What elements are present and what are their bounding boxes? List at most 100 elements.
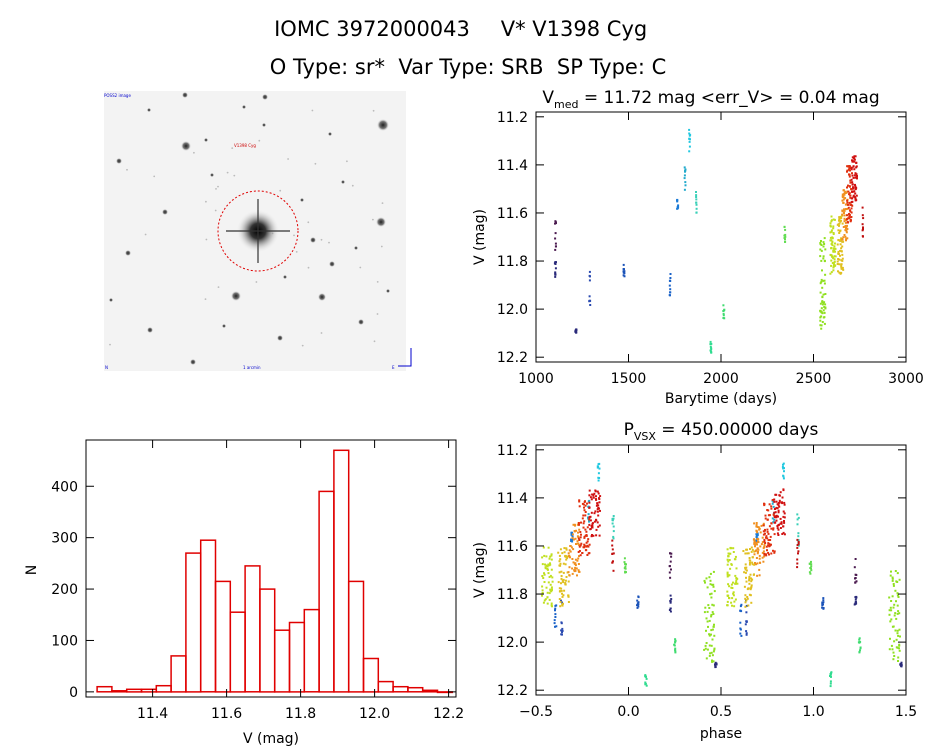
phased-point: [591, 493, 594, 496]
phased-point: [796, 538, 799, 541]
lightcurve-point: [823, 282, 826, 285]
histogram-bar: [111, 690, 128, 693]
y-tick-label: 11.6: [497, 539, 528, 555]
phased-point: [708, 634, 711, 637]
lightcurve-point: [821, 303, 824, 306]
lightcurve-point: [845, 227, 847, 230]
lightcurve-point: [589, 304, 592, 306]
field-star: [222, 324, 226, 328]
phased-point: [564, 555, 567, 558]
phased-point: [580, 542, 583, 545]
lightcurve-point: [829, 253, 832, 256]
phased-point: [895, 617, 898, 620]
phased-point: [896, 572, 899, 575]
phased-point: [577, 537, 580, 540]
phased-point: [755, 524, 758, 526]
phased-point: [584, 528, 587, 531]
phased-point: [783, 501, 786, 504]
lightcurve-point: [842, 236, 845, 239]
phased-point: [587, 538, 590, 541]
phased-point: [541, 556, 544, 559]
phased-point: [858, 638, 861, 641]
phased-point: [763, 544, 766, 546]
lightcurve-point: [853, 190, 856, 193]
phased-point: [773, 516, 776, 519]
lightcurve-point: [783, 237, 786, 239]
faint-star: [214, 209, 217, 212]
phased-point: [707, 604, 710, 607]
lightcurve-point: [850, 211, 853, 214]
lightcurve-point: [844, 197, 847, 200]
lightcurve-point: [841, 196, 844, 199]
phased-point: [773, 551, 776, 554]
phased-point: [611, 522, 614, 525]
lightcurve-point: [838, 263, 841, 266]
field-star: [328, 132, 332, 136]
phased-point: [753, 541, 756, 544]
phased-point: [750, 550, 753, 553]
lightcurve-point: [844, 221, 847, 224]
phased-point: [730, 547, 733, 550]
lightcurve-point: [819, 316, 822, 319]
phased-point: [755, 522, 758, 524]
phased-point: [796, 518, 799, 521]
lightcurve-point: [846, 237, 849, 240]
phased-point: [578, 550, 581, 552]
phased-point: [567, 571, 570, 574]
phased-point: [709, 572, 712, 575]
phased-point: [551, 576, 554, 579]
phased-point: [541, 575, 544, 577]
lightcurve-point: [842, 198, 845, 201]
lightcurve-point: [851, 200, 854, 203]
lightcurve-point: [823, 279, 826, 282]
x-tick-label: 3000: [888, 371, 924, 387]
field-star: [125, 250, 131, 256]
phased-point: [706, 648, 709, 651]
lightcurve-point: [822, 309, 825, 312]
phased-point: [757, 548, 760, 551]
phased-point: [703, 579, 706, 582]
phased-point: [708, 654, 711, 657]
lightcurve-point: [822, 255, 825, 258]
phased-point: [756, 547, 759, 550]
phased-point: [750, 601, 753, 604]
phased-point: [561, 631, 563, 634]
x-tick-label: 11.6: [211, 706, 242, 722]
lightcurve-point: [821, 295, 824, 298]
phased-point: [762, 522, 765, 525]
phased-point: [567, 580, 570, 583]
phased-point: [588, 506, 591, 509]
field-star: [318, 293, 326, 301]
phased-point: [553, 619, 556, 622]
lightcurve-point: [683, 177, 686, 180]
phased-point: [770, 507, 773, 510]
phased-point: [893, 655, 896, 657]
phased-point: [890, 644, 893, 647]
phased-point: [579, 554, 582, 557]
phased-point: [590, 524, 593, 527]
phased-point: [572, 538, 575, 541]
phased-point: [714, 666, 717, 669]
phased-point: [753, 522, 756, 525]
lightcurve-point: [823, 260, 826, 263]
phased-point: [561, 592, 563, 595]
lightcurve-point: [850, 219, 852, 222]
phased-point: [669, 594, 672, 597]
phased-point: [584, 514, 587, 517]
lightcurve-point: [823, 243, 826, 245]
lightcurve-point: [821, 301, 824, 303]
lightcurve-point: [852, 187, 855, 190]
phased-point: [726, 563, 729, 566]
lightcurve-point: [722, 304, 725, 307]
lightcurve-point: [845, 208, 848, 211]
lightcurve-point: [819, 319, 822, 322]
phased-point: [559, 590, 562, 593]
phased-point: [599, 495, 602, 498]
phased-point: [889, 574, 892, 577]
phased-point: [544, 598, 547, 601]
lightcurve-point: [851, 160, 854, 162]
faint-star: [279, 189, 282, 192]
phased-point: [564, 581, 567, 584]
lightcurve-point: [554, 248, 557, 251]
lightcurve-point: [829, 239, 832, 242]
